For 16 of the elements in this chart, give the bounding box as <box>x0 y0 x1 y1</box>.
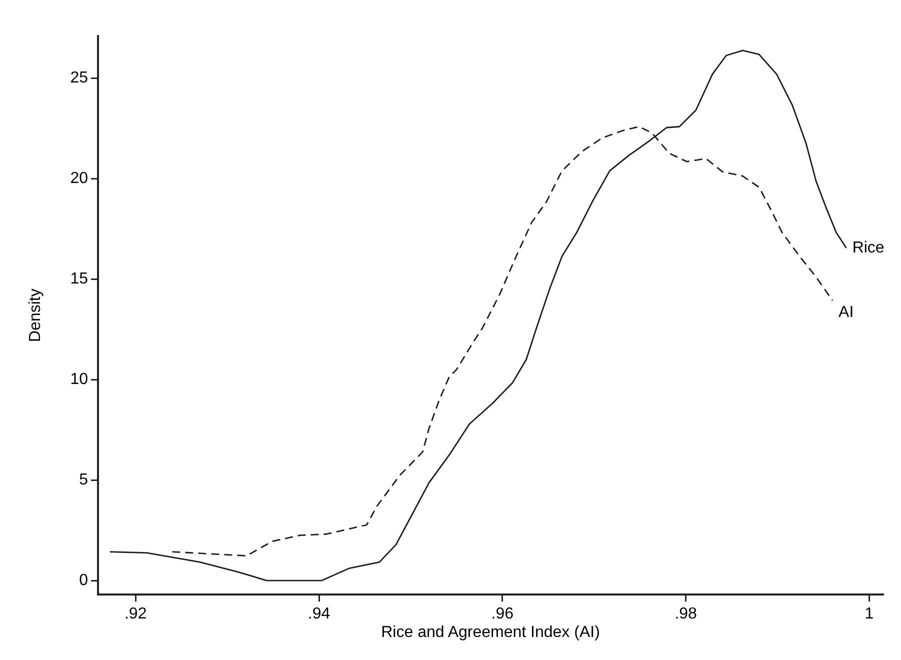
x-axis-title: Rice and Agreement Index (AI) <box>381 624 600 641</box>
x-tick-label: .98 <box>674 606 698 623</box>
y-axis-title: Density <box>27 288 44 342</box>
x-tick-label: .96 <box>491 606 514 623</box>
series-label: Rice <box>852 239 884 256</box>
y-tick-label: 15 <box>70 270 88 288</box>
x-tick-label: .92 <box>124 606 147 623</box>
y-tick-label: 10 <box>70 371 88 388</box>
y-tick-label: 25 <box>70 70 88 87</box>
line-series <box>172 126 834 557</box>
y-tick-label: 20 <box>70 170 88 188</box>
x-tick-label: 1 <box>864 606 874 623</box>
series-label: AI <box>838 304 854 322</box>
y-tick-label: 0 <box>79 572 88 589</box>
y-tick-label: 5 <box>79 471 88 488</box>
x-tick-label: .94 <box>308 606 330 623</box>
